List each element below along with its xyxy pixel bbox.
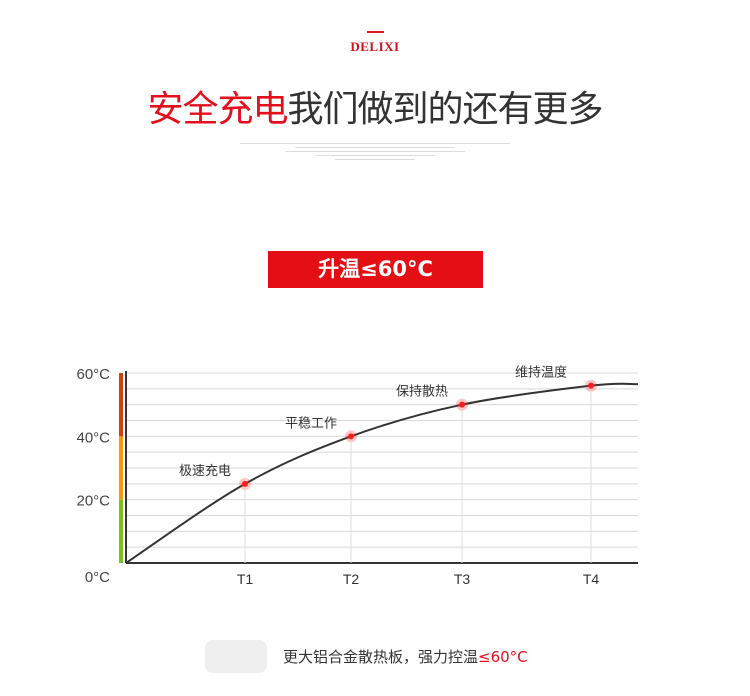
title-rest: 我们做到的还有更多 bbox=[287, 89, 604, 130]
fine-print-decoration bbox=[240, 140, 510, 163]
y-tick-label: 20°C bbox=[76, 493, 110, 510]
zone-bar bbox=[119, 373, 123, 437]
title-highlight: 安全充电 bbox=[147, 89, 288, 130]
data-point bbox=[459, 401, 465, 408]
heatsink-thumbnail bbox=[205, 640, 267, 673]
logo-accent-bar bbox=[367, 31, 384, 33]
x-tick-label: T2 bbox=[343, 571, 360, 587]
point-annotation: 维持温度 bbox=[515, 365, 567, 381]
y-tick-label: 60°C bbox=[76, 366, 110, 383]
footer-text: 更大铝合金散热板，强力控温 bbox=[283, 648, 479, 666]
data-point bbox=[588, 382, 594, 389]
y-tick-label: 0°C bbox=[85, 569, 110, 586]
x-tick-label: T1 bbox=[237, 571, 254, 587]
temperature-badge: 升温≤60°C bbox=[268, 251, 483, 288]
point-annotation: 平稳工作 bbox=[285, 415, 337, 431]
point-annotation: 极速充电 bbox=[179, 463, 231, 479]
point-annotation: 保持散热 bbox=[396, 385, 448, 400]
data-point bbox=[242, 480, 248, 487]
footer-highlight: ≤60°C bbox=[478, 648, 528, 666]
footer-caption: 更大铝合金散热板，强力控温≤60°C bbox=[283, 646, 528, 667]
zone-bar bbox=[119, 499, 123, 563]
y-tick-label: 40°C bbox=[76, 429, 110, 446]
page-title: 安全充电我们做到的还有更多 bbox=[0, 80, 750, 132]
zone-bar bbox=[119, 436, 123, 500]
data-point bbox=[348, 433, 354, 440]
delixi-logo: DELIXI bbox=[350, 39, 400, 54]
x-tick-label: T4 bbox=[583, 571, 600, 587]
x-tick-label: T3 bbox=[454, 571, 471, 587]
